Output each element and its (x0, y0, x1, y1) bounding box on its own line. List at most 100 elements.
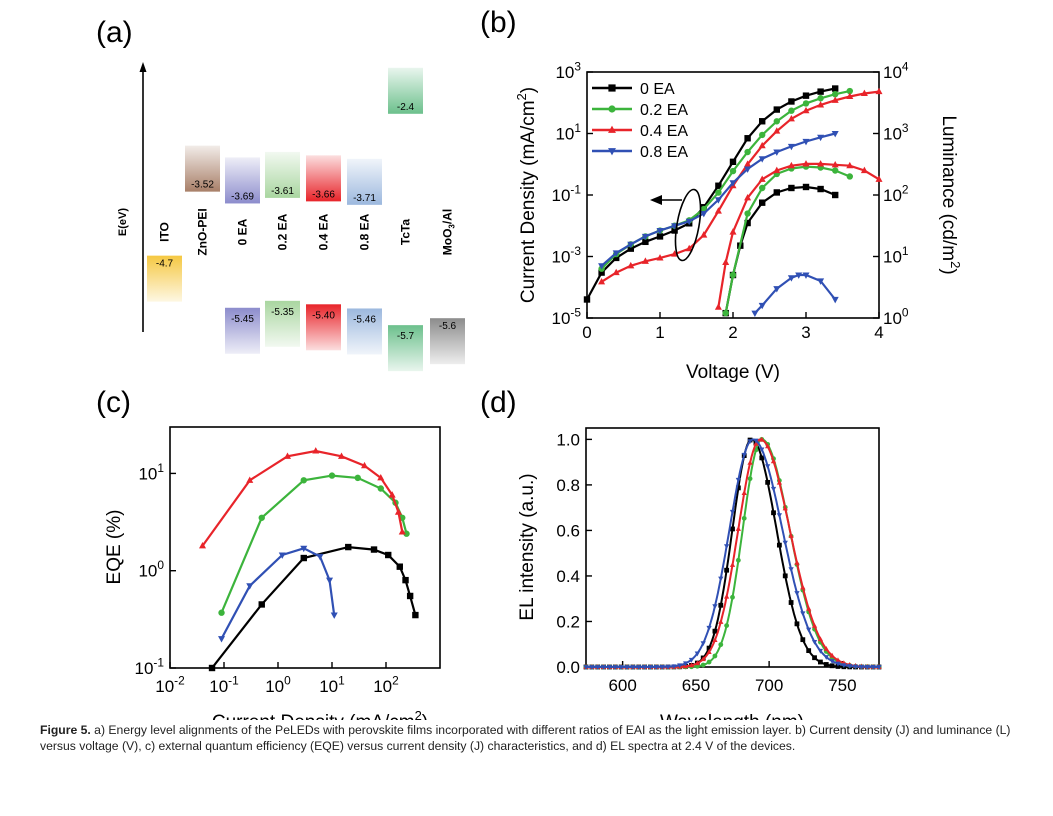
layer-name: ITO (158, 222, 172, 242)
x-axis-label: Wavelength (nm) (660, 712, 804, 720)
y-tick-label: 103 (555, 59, 581, 82)
lv-series-point (817, 160, 825, 167)
x-tick-label: 700 (755, 676, 783, 695)
lv-series-point (787, 275, 795, 282)
eqe-series-line (211, 545, 417, 668)
el-series-point (747, 459, 753, 465)
el-series-point (724, 623, 730, 628)
el-series-point (788, 567, 794, 573)
caption-label: Figure 5. (40, 723, 91, 737)
el-series-point (835, 657, 841, 663)
el-series-point (647, 665, 654, 670)
jv-series-point (627, 261, 635, 269)
lv-series-point (817, 185, 824, 193)
el-series-point (818, 659, 823, 665)
jv-series-point (642, 238, 649, 246)
jv-series-point (583, 296, 591, 303)
el-series-point (847, 664, 853, 669)
el-series-point (765, 443, 771, 449)
layer-homo (225, 307, 260, 354)
jv-series-point (759, 118, 766, 125)
legend-entry: 0.8 EA (640, 144, 688, 161)
jv-series-point (671, 250, 679, 257)
eqe-series-point (278, 552, 286, 559)
panel-label-a: (a) (96, 16, 133, 49)
el-series-point (712, 628, 718, 634)
el-series-point (718, 602, 724, 608)
x-tick-label: 1 (655, 323, 664, 342)
el-series-point (700, 662, 706, 668)
jv-series-point (788, 98, 795, 105)
el-series-point (735, 557, 741, 563)
eqe-series-point (370, 546, 378, 553)
lv-series-point (758, 302, 766, 310)
annotation-arrowhead (650, 195, 662, 205)
layer-name: MoO3/Al (441, 209, 457, 255)
eqe-series-point (300, 545, 308, 553)
el-series-point (735, 477, 741, 483)
y2-tick-label: 102 (883, 182, 909, 205)
lv-series-point (722, 258, 730, 266)
legend-marker (608, 105, 616, 113)
jv-series-point (671, 227, 678, 234)
panel-d: 600 650 700 750 0.0 0.2 0.4 0.6 0.8 1.0 Wavelength… (517, 427, 882, 720)
el-series-point (712, 604, 718, 610)
el-series-point (653, 665, 659, 670)
el-series-point (671, 664, 677, 670)
legend-marker (608, 148, 616, 156)
lv-series-point (831, 296, 839, 304)
eqe-series-point (328, 472, 336, 479)
plot-frame (585, 427, 880, 668)
jv-series-point (787, 114, 795, 122)
layer-block (430, 318, 465, 365)
el-series-point (677, 663, 683, 669)
plot-frame (169, 426, 441, 669)
y2-tick-label: 103 (883, 121, 909, 144)
layer-name: 0 EA (236, 218, 250, 245)
layer-lumo (388, 67, 423, 114)
jv-series-point (831, 96, 839, 103)
lv-series-point (832, 191, 839, 199)
level-value: -3.61 (271, 186, 294, 197)
jv-series-point (685, 244, 693, 252)
lv-series-point (773, 189, 780, 196)
el-series-point (817, 636, 824, 642)
el-series-point (624, 665, 630, 670)
eqe-series-point (300, 554, 307, 562)
panel-a: E(eV) -4.7 ITO -3.52 ZnO-PEI -3.69 -5.45 0 EA -3… (117, 62, 465, 372)
el-series-point (735, 485, 741, 491)
el-series-point (706, 625, 712, 631)
panel-label-d: (d) (480, 386, 517, 419)
el-series-point (759, 447, 765, 453)
jv-series-point (641, 233, 649, 241)
el-series-point (729, 509, 736, 515)
jv-series-point (729, 158, 737, 166)
jv-series-point (612, 250, 620, 257)
el-series-point (694, 651, 700, 657)
layer-block (147, 255, 182, 302)
y-tick-label: 0.4 (556, 567, 580, 586)
level-value: -5.46 (353, 314, 376, 325)
el-series-point (765, 479, 771, 485)
el-series-point (659, 664, 665, 670)
jv-series-line (601, 90, 879, 283)
lv-series-line (724, 165, 851, 314)
x-tick-label: 10-1 (209, 673, 239, 696)
el-series-point (694, 660, 700, 666)
eqe-series-point (330, 612, 338, 619)
jv-series-point (700, 231, 708, 238)
el-series-point (712, 637, 718, 643)
el-series-point (688, 662, 695, 668)
y-tick-label: 0.0 (556, 658, 580, 677)
eqe-series-point (377, 474, 385, 481)
panel-label-b: (b) (480, 6, 517, 39)
el-series-point (788, 532, 794, 538)
eqe-series-point (396, 563, 403, 570)
jv-series-point (831, 130, 839, 138)
eqe-series-point (312, 447, 320, 454)
jv-series-point (613, 254, 620, 262)
eqe-series-point (300, 477, 307, 484)
el-series-point (870, 665, 876, 670)
layer-name: TcTa (399, 219, 413, 246)
